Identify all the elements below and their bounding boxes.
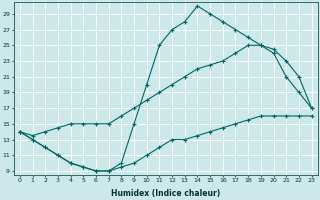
X-axis label: Humidex (Indice chaleur): Humidex (Indice chaleur) <box>111 189 220 198</box>
